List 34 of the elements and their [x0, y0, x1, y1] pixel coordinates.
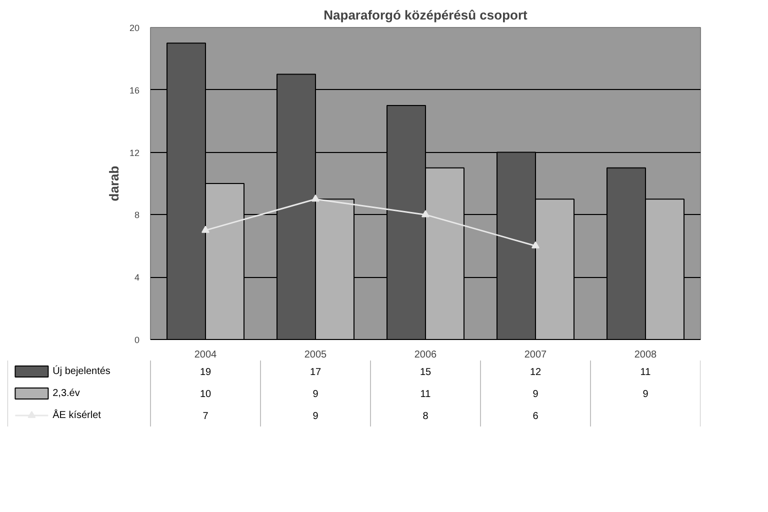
point	[202, 226, 210, 233]
x-tick-label: 2008	[634, 350, 658, 360]
x-tick-label: 2004	[194, 350, 218, 360]
y-tick-label: 8	[134, 210, 140, 220]
data-label: 8	[422, 411, 429, 422]
data-label: 19	[200, 367, 212, 378]
data-label: 10	[200, 389, 212, 400]
x-tick-label: 2007	[524, 350, 548, 360]
y-tick-label: 0	[134, 335, 140, 345]
y-tick-label: 16	[129, 85, 140, 96]
data-label: 9	[312, 411, 319, 422]
legend-label: Új bejelentés	[52, 365, 110, 377]
data-label: 15	[420, 367, 432, 378]
chart-title: Naparaforgó középérésû csoport	[324, 8, 528, 22]
x-tick-label: 2005	[304, 350, 328, 360]
data-label: 9	[312, 389, 319, 400]
legend-label: ÅE kísérlet	[52, 409, 102, 421]
legend-label: 2,3.év	[52, 388, 80, 399]
data-label: 7	[202, 411, 209, 422]
y-tick-label: 4	[134, 272, 140, 283]
point	[532, 241, 540, 248]
data-label: 9	[532, 389, 539, 400]
data-label: 6	[532, 411, 539, 422]
y-axis-title: darab	[106, 166, 122, 202]
x-tick-label: 2006	[414, 350, 438, 360]
point	[422, 210, 430, 218]
data-label: 17	[310, 367, 322, 378]
data-label: 12	[530, 367, 542, 378]
y-tick-label: 20	[129, 23, 140, 33]
data-label: 11	[420, 389, 432, 400]
data-label: 9	[642, 389, 649, 400]
data-label: 11	[640, 367, 652, 378]
point	[312, 194, 320, 202]
y-tick-label: 12	[129, 148, 140, 158]
